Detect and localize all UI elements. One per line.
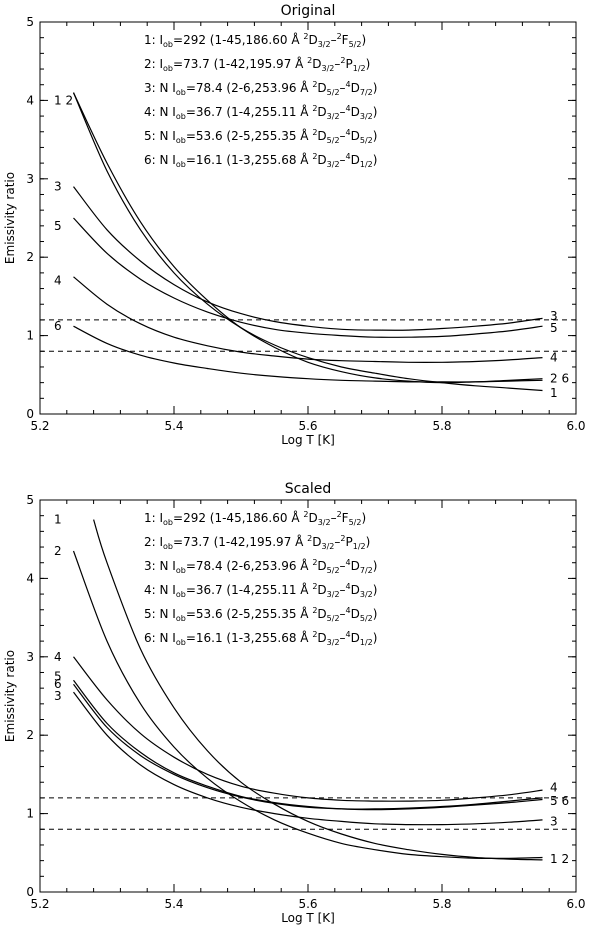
curve-end-label: 1 2 bbox=[550, 852, 569, 866]
legend-entry: 1: Iob=292 (1-45,186.60 Å 2D3/2–2F5/2) bbox=[144, 32, 366, 49]
x-tick-label: 6.0 bbox=[566, 897, 585, 911]
series-line-4 bbox=[73, 276, 543, 363]
curve-end-label: 2 6 bbox=[550, 372, 569, 386]
legend-entry: 6: N Iob=16.1 (1-3,255.68 Å 2D3/2–4D1/2) bbox=[144, 630, 377, 647]
curve-end-label: 4 bbox=[54, 650, 62, 664]
legend-entry: 5: N Iob=53.6 (2-5,255.35 Å 2D5/2–4D5/2) bbox=[144, 606, 377, 623]
curve-end-label: 3 bbox=[54, 689, 62, 703]
y-tick-label: 1 bbox=[26, 807, 34, 821]
x-tick-label: 5.8 bbox=[432, 897, 451, 911]
y-tick-label: 3 bbox=[26, 172, 34, 186]
curve-end-label: 3 bbox=[550, 309, 558, 323]
y-axis-label: Emissivity ratio bbox=[3, 650, 17, 742]
y-tick-label: 3 bbox=[26, 650, 34, 664]
legend-entry: 4: N Iob=36.7 (1-4,255.11 Å 2D3/2–4D3/2) bbox=[144, 582, 377, 599]
x-tick-label: 5.4 bbox=[164, 419, 183, 433]
series-line-1 bbox=[93, 519, 543, 861]
curve-end-label: 4 bbox=[550, 781, 558, 795]
y-axis-label: Emissivity ratio bbox=[3, 172, 17, 264]
curve-end-label: 3 bbox=[54, 180, 62, 194]
x-tick-label: 5.4 bbox=[164, 897, 183, 911]
chart-title: Original bbox=[281, 3, 336, 19]
curve-end-label: 4 bbox=[550, 351, 558, 365]
series-line-4 bbox=[73, 656, 543, 802]
legend-entry: 4: N Iob=36.7 (1-4,255.11 Å 2D3/2–4D3/2) bbox=[144, 104, 377, 121]
curve-end-label: 4 bbox=[54, 274, 62, 288]
x-tick-label: 5.2 bbox=[30, 897, 49, 911]
x-tick-label: 5.6 bbox=[298, 897, 317, 911]
y-tick-label: 4 bbox=[26, 571, 34, 585]
series-line-5 bbox=[73, 217, 543, 338]
chart-panel-1: Original 5.2 5.4 5.6 5.8 6.0 0 1 2 3 4 5 Log T [K] Em… bbox=[3, 3, 586, 447]
y-tick-label: 0 bbox=[26, 885, 34, 899]
y-tick-label: 2 bbox=[26, 728, 34, 742]
x-tick-label: 5.8 bbox=[432, 419, 451, 433]
y-tick-label: 5 bbox=[26, 493, 34, 507]
chart-title: Scaled bbox=[285, 481, 332, 497]
series-line-6 bbox=[73, 325, 543, 383]
series-line-5 bbox=[73, 679, 543, 811]
curve-end-label: 1 2 bbox=[54, 93, 73, 107]
y-tick-label: 2 bbox=[26, 250, 34, 264]
x-tick-label: 5.6 bbox=[298, 419, 317, 433]
curve-end-label: 5 bbox=[54, 669, 62, 683]
curve-end-label: 5 bbox=[54, 219, 62, 233]
x-axis-label: Log T [K] bbox=[281, 433, 335, 447]
curve-end-label: 3 bbox=[550, 814, 558, 828]
series-line-3 bbox=[73, 691, 543, 826]
y-tick-label: 4 bbox=[26, 93, 34, 107]
legend-entry: 1: Iob=292 (1-45,186.60 Å 2D3/2–2F5/2) bbox=[144, 510, 366, 527]
curve-end-label: 6 bbox=[54, 319, 62, 333]
x-tick-label: 6.0 bbox=[566, 419, 585, 433]
legend-entry: 3: N Iob=78.4 (2-6,253.96 Å 2D5/2–4D7/2) bbox=[144, 80, 377, 97]
y-tick-label: 5 bbox=[26, 15, 34, 29]
x-axis-label: Log T [K] bbox=[281, 911, 335, 925]
legend-entry: 5: N Iob=53.6 (2-5,255.35 Å 2D5/2–4D5/2) bbox=[144, 128, 377, 145]
curve-end-label: 6 bbox=[54, 677, 62, 691]
x-tick-label: 5.2 bbox=[30, 419, 49, 433]
series-line-2 bbox=[72, 550, 543, 860]
series-line-3 bbox=[73, 186, 543, 331]
legend-entry: 2: Iob=73.7 (1-42,195.97 Å 2D3/2–2P1/2) bbox=[144, 56, 370, 73]
curve-end-label: 1 bbox=[54, 513, 62, 527]
series-line-1 bbox=[72, 92, 543, 392]
curve-end-label: 2 bbox=[54, 544, 62, 558]
chart-panel-2: Scaled 5.2 5.4 5.6 5.8 6.0 0 1 2 3 4 5 Log T [K] Emis… bbox=[3, 481, 586, 925]
curve-end-label: 1 bbox=[550, 386, 558, 400]
legend-entry: 2: Iob=73.7 (1-42,195.97 Å 2D3/2–2P1/2) bbox=[144, 534, 370, 551]
legend-entry: 6: N Iob=16.1 (1-3,255.68 Å 2D3/2–4D1/2) bbox=[144, 152, 377, 169]
series-line-6 bbox=[73, 683, 543, 810]
curve-end-label: 5 6 bbox=[550, 794, 569, 808]
curve-end-label: 5 bbox=[550, 321, 558, 335]
y-tick-label: 0 bbox=[26, 407, 34, 421]
legend-entry: 3: N Iob=78.4 (2-6,253.96 Å 2D5/2–4D7/2) bbox=[144, 558, 377, 575]
y-tick-label: 1 bbox=[26, 329, 34, 343]
